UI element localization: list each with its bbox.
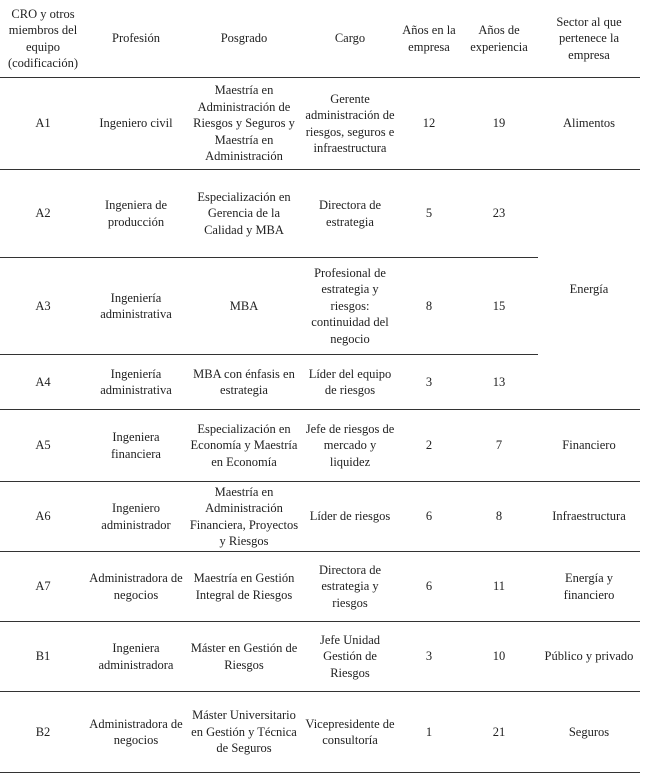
table-cell: Público y privado xyxy=(538,621,640,692)
table-cell: 3 xyxy=(398,621,460,692)
table-cell: A4 xyxy=(0,354,86,410)
table-cell: Directora de estrategia y riesgos xyxy=(302,551,398,622)
header-cell: CRO y otros miembros del equipo (codific… xyxy=(0,0,86,78)
table-cell: 3 xyxy=(398,354,460,410)
table-row: A2 Ingeniera de producción Especialización… xyxy=(0,169,640,410)
header-cell: Posgrado xyxy=(186,0,302,78)
header-cell: Años de experiencia xyxy=(460,0,538,78)
table-cell: A2 xyxy=(0,169,86,258)
table-cell: A6 xyxy=(0,481,86,552)
table-cell: Ingeniera de producción xyxy=(86,169,186,258)
table-cell: Administradora de negocios xyxy=(86,691,186,773)
table-cell: Ingeniero administrador xyxy=(86,481,186,552)
table-cell: MBA con énfasis en estrategia xyxy=(186,354,302,410)
table-cell: 12 xyxy=(398,77,460,170)
table-row: A4 Ingeniería administrativa MBA con énfas… xyxy=(0,354,640,410)
header-cell: Profesión xyxy=(86,0,186,78)
table-cell: Maestría en Administración Financiera, P… xyxy=(186,481,302,552)
table-cell: Ingeniería administrativa xyxy=(86,257,186,355)
table-cell: Seguros xyxy=(538,691,640,773)
table-cell: 21 xyxy=(460,691,538,773)
table-row: B2 Administradora de negocios Máster Unive… xyxy=(0,691,640,773)
table-cell: A5 xyxy=(0,409,86,482)
table-cell: B1 xyxy=(0,621,86,692)
table-cell: Líder de riesgos xyxy=(302,481,398,552)
table-cell: Ingeniería administrativa xyxy=(86,354,186,410)
table-cell: Máster en Gestión de Riesgos xyxy=(186,621,302,692)
table-cell: 19 xyxy=(460,77,538,170)
table-cell: Infraestructura xyxy=(538,481,640,552)
table-cell: Ingeniero civil xyxy=(86,77,186,170)
table-cell: B2 xyxy=(0,691,86,773)
table-cell: 1 xyxy=(398,691,460,773)
table-cell: 8 xyxy=(398,257,460,355)
header-row: CRO y otros miembros del equipo (codific… xyxy=(0,0,640,78)
table-cell: Ingeniera financiera xyxy=(86,409,186,482)
table-cell: 5 xyxy=(398,169,460,258)
table-cell: Máster Universitario en Gestión y Técnic… xyxy=(186,691,302,773)
table-cell: Alimentos xyxy=(538,77,640,170)
table-cell: 13 xyxy=(460,354,538,410)
table-cell: Directora de estrategia xyxy=(302,169,398,258)
table-cell: Jefe de riesgos de mercado y liquidez xyxy=(302,409,398,482)
table-cell: Líder del equipo de riesgos xyxy=(302,354,398,410)
table-cell: Financiero xyxy=(538,409,640,482)
table-cell: 11 xyxy=(460,551,538,622)
table-cell: Energía y financiero xyxy=(538,551,640,622)
table-cell: 2 xyxy=(398,409,460,482)
table-row: A1 Ingeniero civil Maestría en Administrac… xyxy=(0,77,640,170)
table-row: A7 Administradora de negocios Maestría en … xyxy=(0,551,640,622)
table-cell: Profesional de estrategia y riesgos: con… xyxy=(302,257,398,355)
table-cell: Administradora de negocios xyxy=(86,551,186,622)
table-row: B1 Ingeniera administradora Máster en Gest… xyxy=(0,621,640,692)
table-cell: 8 xyxy=(460,481,538,552)
table-cell: A7 xyxy=(0,551,86,622)
table-row: A5 Ingeniera financiera Especialización en… xyxy=(0,409,640,482)
table-row: A3 Ingeniería administrativa MBA Profesiona… xyxy=(0,257,640,355)
table-cell: 10 xyxy=(460,621,538,692)
table-cell: Especialización en Economía y Maestría e… xyxy=(186,409,302,482)
table-cell: Gerente administración de riesgos, segur… xyxy=(302,77,398,170)
table-cell: Jefe Unidad Gestión de Riesgos xyxy=(302,621,398,692)
table-cell: A3 xyxy=(0,257,86,355)
table-cell: 6 xyxy=(398,481,460,552)
table-cell: 7 xyxy=(460,409,538,482)
table-cell: 6 xyxy=(398,551,460,622)
table-cell: Maestría en Administración de Riesgos y … xyxy=(186,77,302,170)
table-cell: Maestría en Gestión Integral de Riesgos xyxy=(186,551,302,622)
table-cell: Especialización en Gerencia de la Calida… xyxy=(186,169,302,258)
header-cell: Años en la empresa xyxy=(398,0,460,78)
table-row: A6 Ingeniero administrador Maestría en Adm… xyxy=(0,481,640,552)
header-cell: Sector al que pertenece la empresa xyxy=(538,0,640,78)
table-cell: A1 xyxy=(0,77,86,170)
table-cell: Vicepresidente de consultoría xyxy=(302,691,398,773)
table-cell: MBA xyxy=(186,257,302,355)
table-cell: 15 xyxy=(460,257,538,355)
table-cell: Energía xyxy=(538,169,640,410)
header-cell: Cargo xyxy=(302,0,398,78)
table-cell: 23 xyxy=(460,169,538,258)
table-cell: Ingeniera administradora xyxy=(86,621,186,692)
table-body: A1 Ingeniero civil Maestría en Administrac… xyxy=(0,77,640,773)
